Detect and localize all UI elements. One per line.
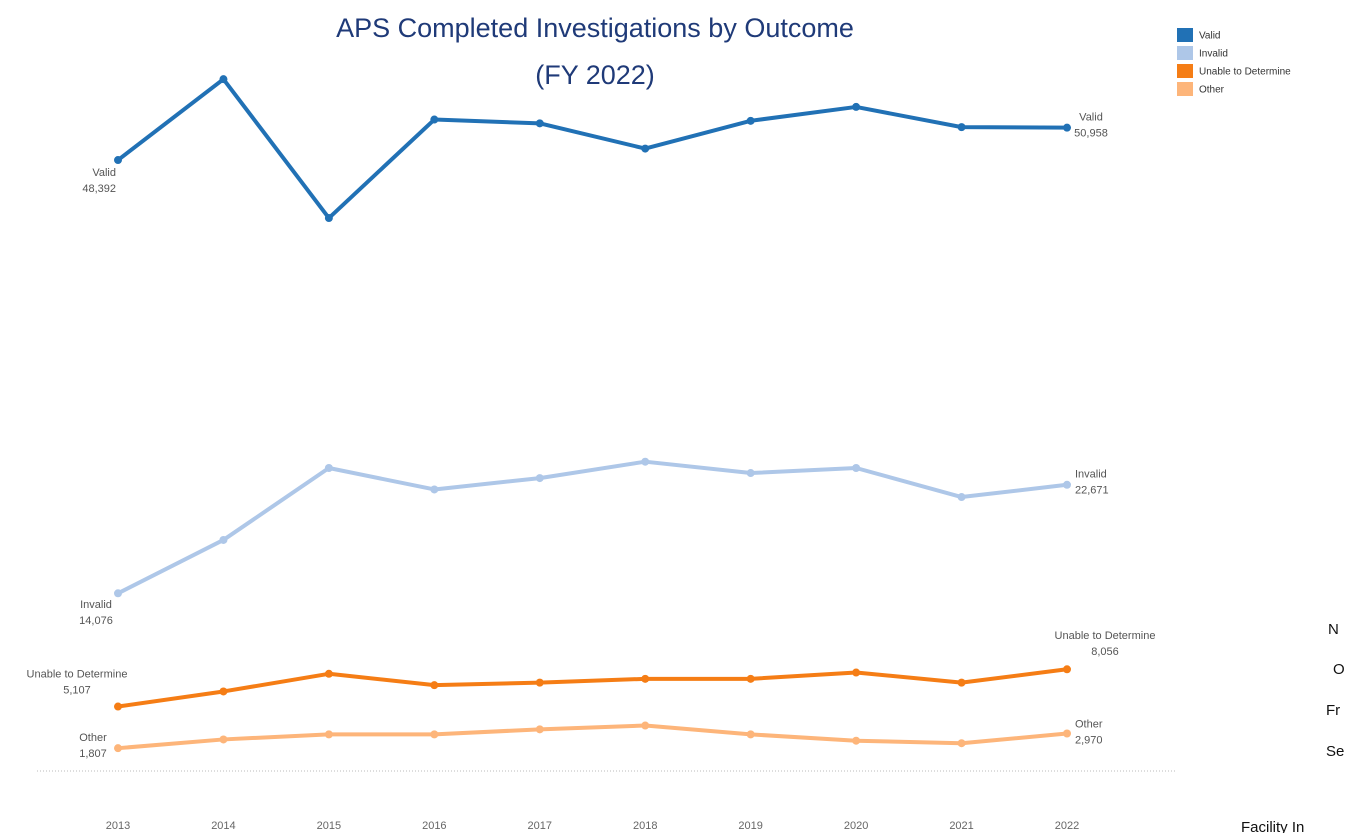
series-label: Invalid xyxy=(1075,469,1107,481)
point xyxy=(219,687,228,696)
point xyxy=(324,669,333,678)
point xyxy=(957,739,966,748)
point xyxy=(430,681,439,690)
x-tick-label: 2022 xyxy=(1055,820,1079,832)
point xyxy=(324,464,333,472)
point xyxy=(535,119,544,128)
series-label: Unable to Determine xyxy=(27,668,128,680)
point xyxy=(114,702,122,711)
x-tick-label: 2018 xyxy=(633,820,657,832)
value-label: 14,076 xyxy=(79,615,113,627)
point xyxy=(114,156,122,165)
value-label: 1,807 xyxy=(79,748,107,760)
point xyxy=(219,75,228,84)
point xyxy=(641,721,650,730)
x-tick-label: 2014 xyxy=(211,820,235,832)
point xyxy=(746,469,755,478)
series-label: Valid xyxy=(92,167,116,179)
legend-label: Invalid xyxy=(1199,49,1228,60)
point xyxy=(746,116,755,125)
line xyxy=(117,723,1068,751)
point xyxy=(1063,123,1071,132)
value-label: 48,392 xyxy=(82,183,116,195)
legend-label: Unable to Determine xyxy=(1199,67,1291,78)
value-label: 2,970 xyxy=(1075,734,1103,746)
point xyxy=(957,493,966,502)
legend-swatch xyxy=(1177,82,1193,96)
point xyxy=(957,678,966,687)
series-label: Other xyxy=(1075,718,1103,730)
point xyxy=(324,214,333,223)
point xyxy=(114,589,122,598)
x-tick-label: 2015 xyxy=(317,820,341,832)
point xyxy=(324,730,333,739)
value-label: 5,107 xyxy=(63,684,91,696)
point xyxy=(535,725,544,734)
x-tick-label: 2021 xyxy=(949,820,973,832)
point xyxy=(957,123,966,132)
value-label: 22,671 xyxy=(1075,485,1109,497)
legend-swatch xyxy=(1177,46,1193,60)
series-label: Other xyxy=(79,732,107,744)
point xyxy=(430,115,439,124)
side-label: N xyxy=(1328,621,1339,638)
legend-swatch xyxy=(1177,64,1193,78)
point xyxy=(1063,729,1071,738)
line xyxy=(117,667,1068,709)
value-label: 8,056 xyxy=(1091,646,1119,658)
line xyxy=(117,459,1068,596)
point xyxy=(852,736,861,745)
side-label: Se xyxy=(1326,743,1344,760)
point xyxy=(852,102,861,111)
point xyxy=(430,730,439,739)
side-label: O xyxy=(1333,661,1345,678)
point xyxy=(746,730,755,739)
side-label: Facility In xyxy=(1241,819,1304,833)
x-tick-label: 2019 xyxy=(738,820,762,832)
point xyxy=(746,674,755,683)
series-label: Unable to Determine xyxy=(1055,630,1156,642)
point xyxy=(1063,665,1071,674)
point xyxy=(641,674,650,683)
point xyxy=(219,535,228,544)
legend-label: Valid xyxy=(1199,31,1221,42)
point xyxy=(641,457,650,466)
point xyxy=(114,744,122,753)
series-label: Valid xyxy=(1079,112,1103,124)
point xyxy=(535,474,544,483)
point xyxy=(852,464,861,472)
point xyxy=(641,144,650,153)
x-tick-label: 2013 xyxy=(106,820,130,832)
point xyxy=(219,735,228,744)
point xyxy=(852,668,861,677)
series-label: Invalid xyxy=(80,599,112,611)
point xyxy=(1063,480,1071,489)
legend-label: Other xyxy=(1199,85,1225,96)
x-tick-label: 2020 xyxy=(844,820,868,832)
line xyxy=(116,77,1068,221)
value-label: 50,958 xyxy=(1074,128,1108,140)
x-tick-label: 2017 xyxy=(528,820,552,832)
chart-subtitle: (FY 2022) xyxy=(535,60,655,90)
side-label: Fr xyxy=(1326,702,1340,719)
point xyxy=(535,678,544,687)
x-tick-label: 2016 xyxy=(422,820,446,832)
point xyxy=(430,485,439,494)
legend-swatch xyxy=(1177,28,1193,42)
chart-title: APS Completed Investigations by Outcome xyxy=(336,13,854,43)
